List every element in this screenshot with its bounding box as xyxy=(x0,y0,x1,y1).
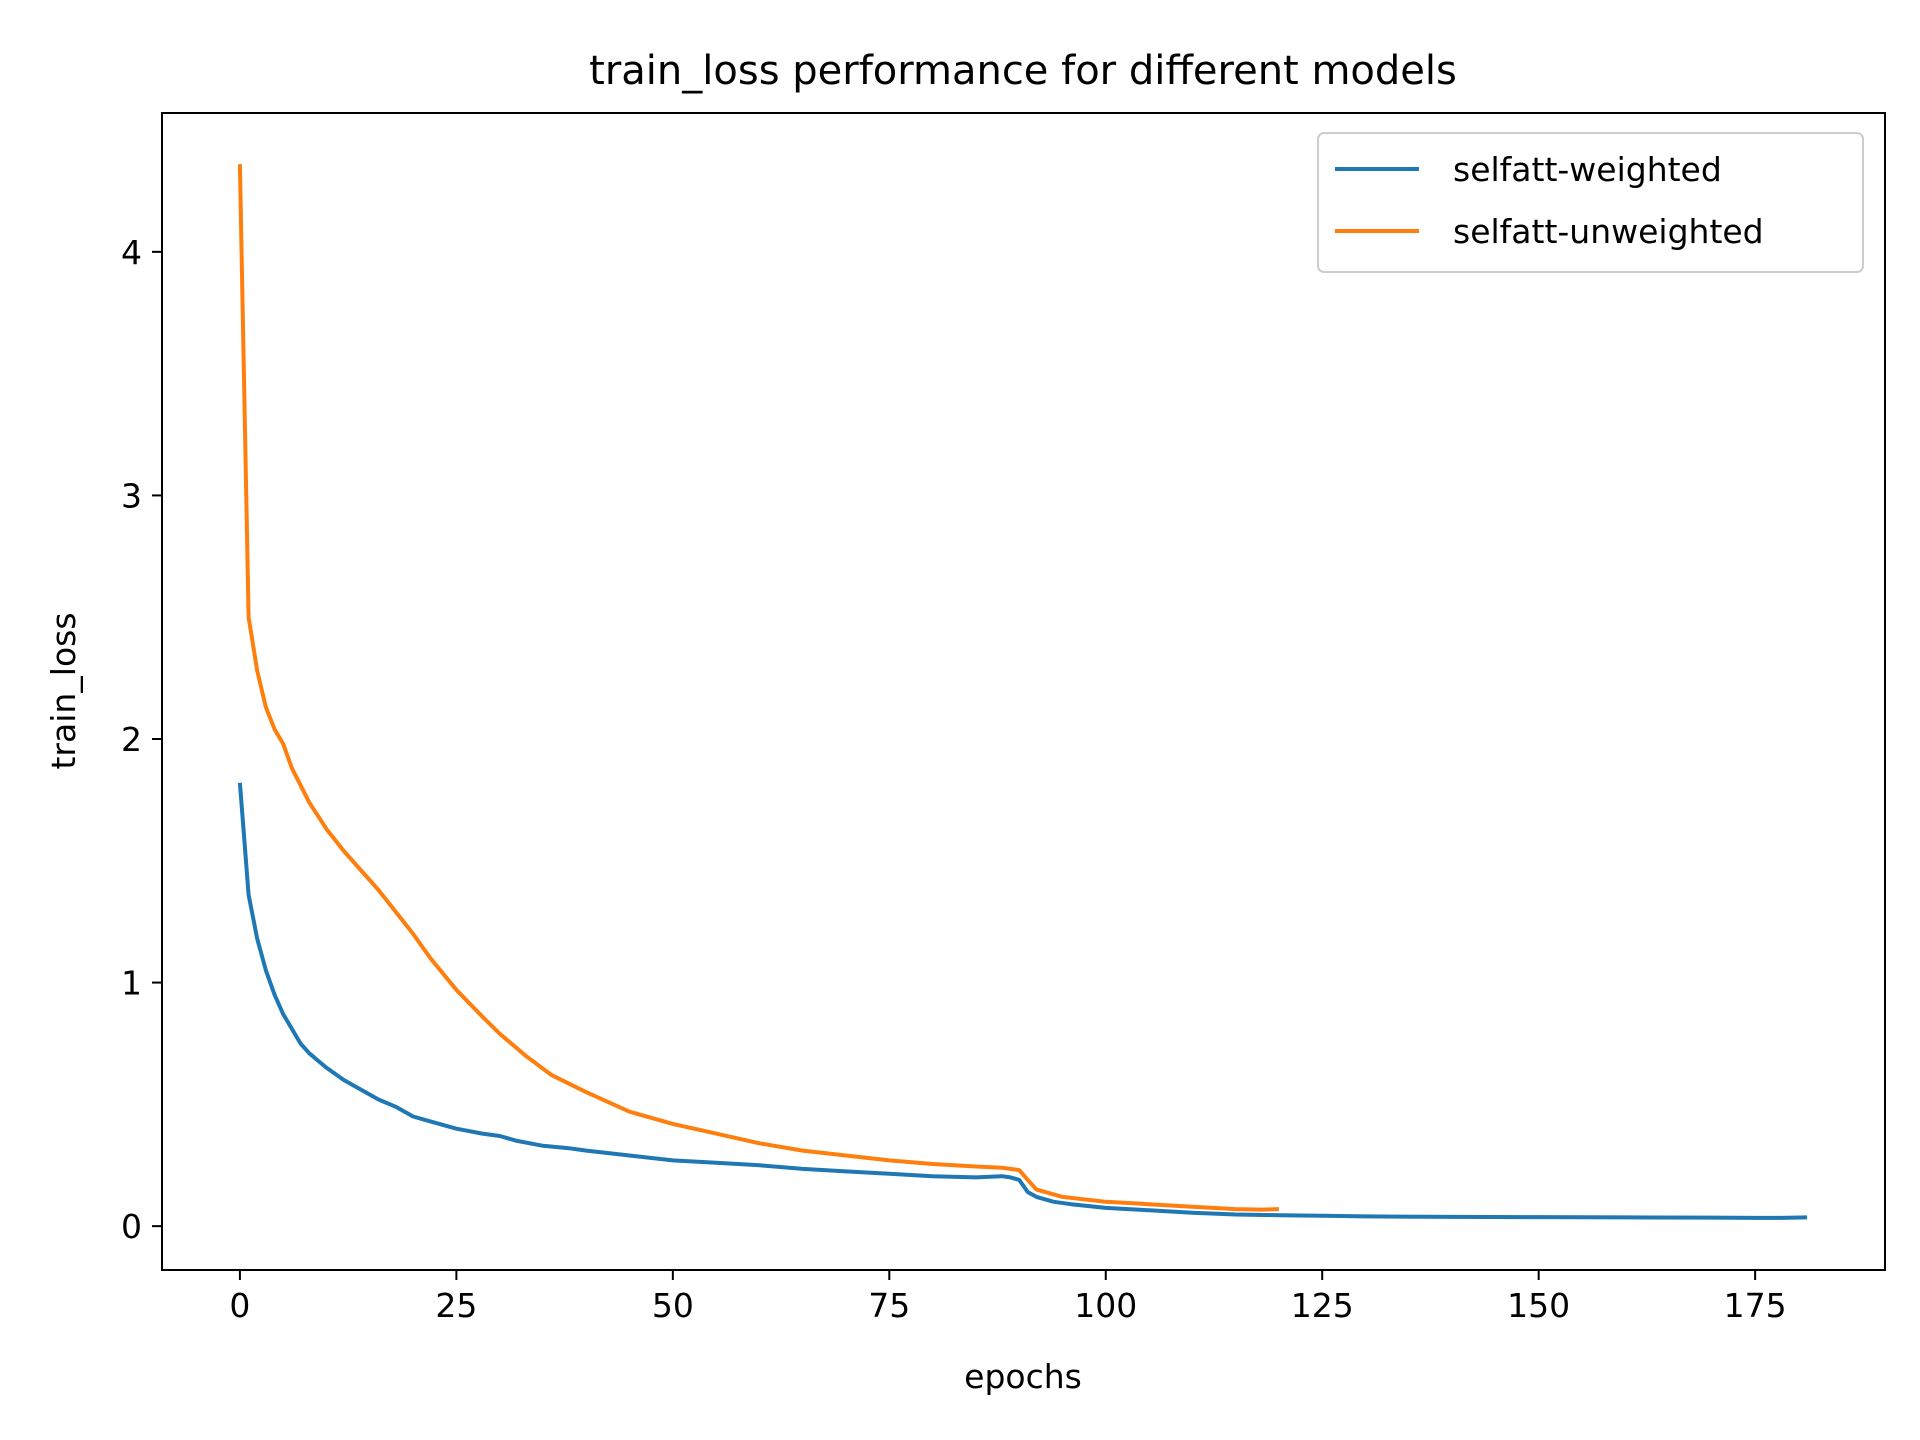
plot-frame xyxy=(161,112,1886,1271)
chart-title: train_loss performance for different mod… xyxy=(589,48,1457,94)
x-tick-label: 50 xyxy=(652,1286,694,1325)
x-tick-label: 0 xyxy=(229,1286,250,1325)
legend-label-selfatt-weighted: selfatt-weighted xyxy=(1453,150,1722,189)
y-axis: 0 1 2 3 4 xyxy=(121,233,162,1246)
x-tick-label: 150 xyxy=(1507,1286,1570,1325)
plot-lines xyxy=(237,164,1808,1220)
legend-box xyxy=(1317,132,1864,273)
series-line-selfatt-unweighted xyxy=(237,164,1279,1212)
x-tick-label: 75 xyxy=(868,1286,910,1325)
x-tick-label: 125 xyxy=(1291,1286,1354,1325)
x-tick-label: 175 xyxy=(1724,1286,1787,1325)
y-tick-label: 3 xyxy=(121,476,142,515)
x-axis-label: epochs xyxy=(964,1357,1082,1396)
x-tick-label: 100 xyxy=(1074,1286,1137,1325)
x-axis: 0 25 50 75 100 125 150 175 xyxy=(229,1270,1787,1325)
y-axis-label: train_loss xyxy=(44,612,83,769)
series-line-selfatt-weighted xyxy=(237,782,1808,1220)
y-tick-label: 0 xyxy=(121,1207,142,1246)
y-tick-label: 1 xyxy=(121,964,142,1003)
legend-label-selfatt-unweighted: selfatt-unweighted xyxy=(1453,212,1764,251)
y-tick-label: 2 xyxy=(121,720,142,759)
y-tick-label: 4 xyxy=(121,233,142,272)
x-tick-label: 25 xyxy=(435,1286,477,1325)
legend: selfatt-weighted selfatt-unweighted xyxy=(1317,132,1864,273)
